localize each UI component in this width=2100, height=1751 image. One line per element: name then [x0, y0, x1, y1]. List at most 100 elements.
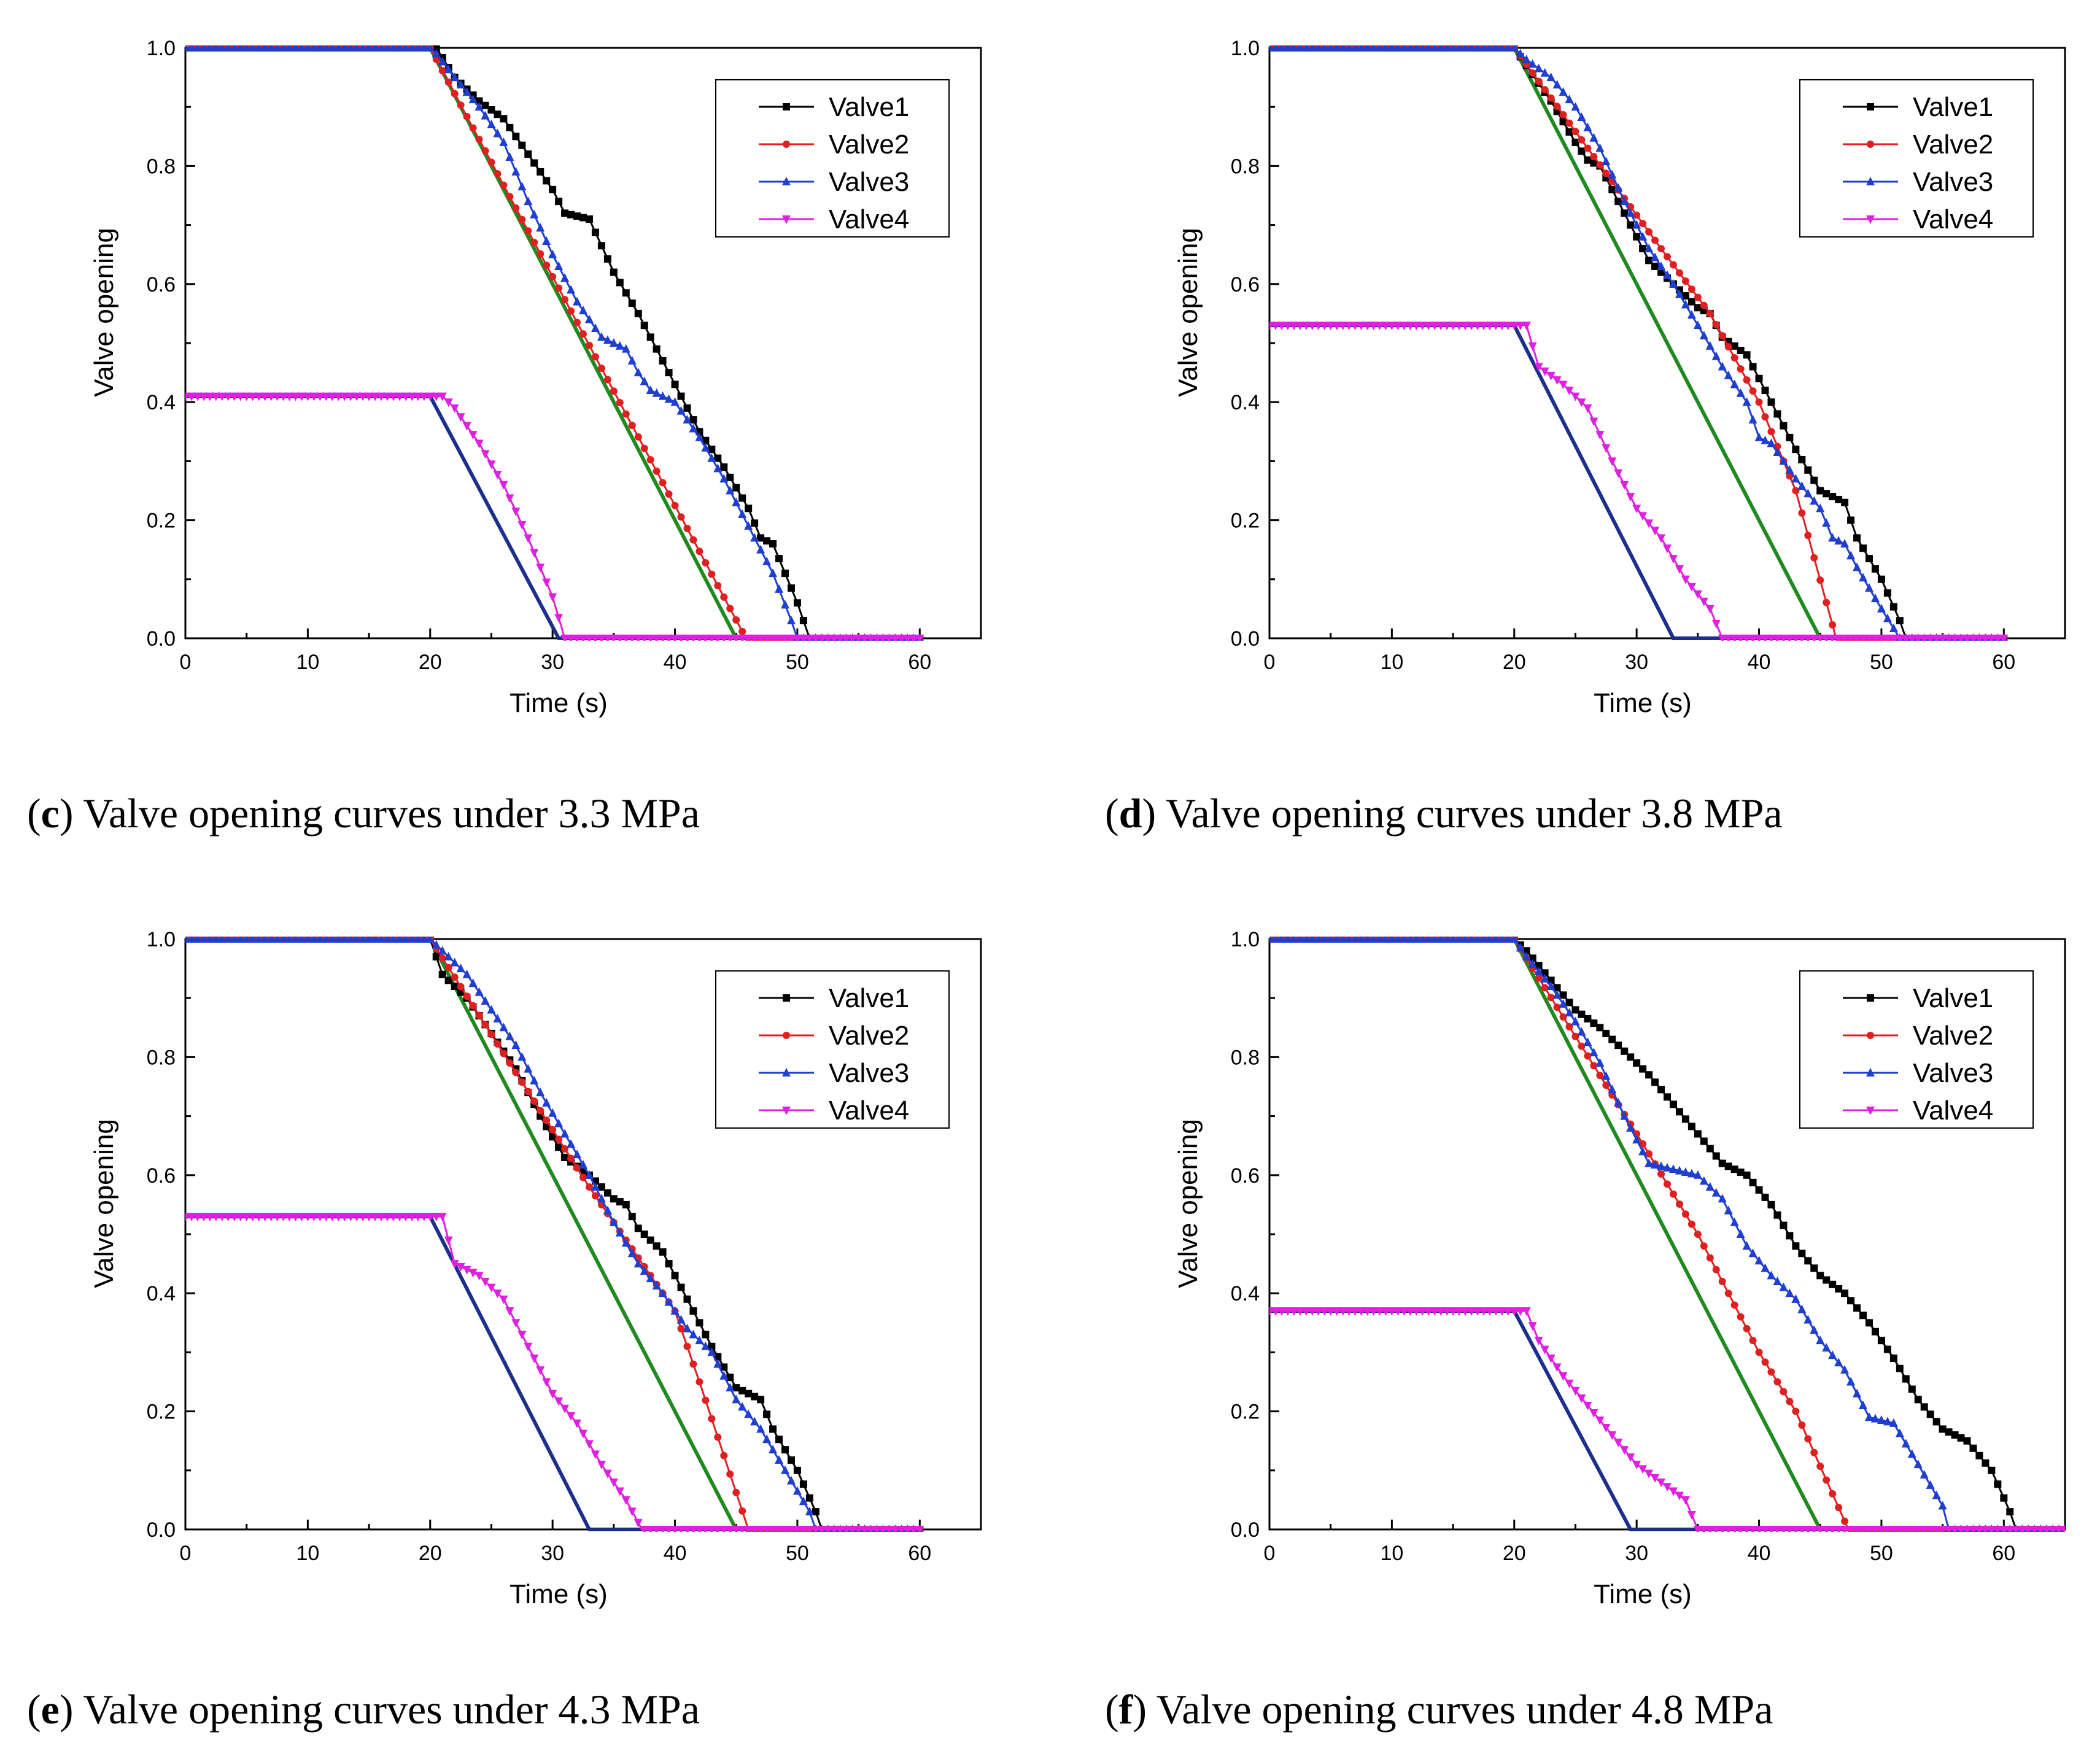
data-point-valve4: [236, 1213, 245, 1222]
data-point-valve1: [1687, 1123, 1695, 1131]
data-point-valve4: [835, 1526, 845, 1532]
data-point-valve2: [1712, 320, 1720, 328]
data-point-valve3: [1602, 1071, 1611, 1080]
data-point-valve4: [1816, 635, 1825, 641]
data-point-valve3: [1859, 1400, 1868, 1409]
data-point-valve4: [1295, 1307, 1304, 1316]
data-point-valve1: [720, 463, 728, 471]
data-point-valve3: [548, 249, 557, 258]
data-point-valve4: [548, 1390, 557, 1399]
data-point-valve3: [1559, 999, 1568, 1008]
data-point-valve2: [616, 398, 624, 406]
data-point-valve2: [1675, 269, 1683, 277]
data-point-valve4: [1938, 1526, 1947, 1532]
data-point-valve4: [633, 1518, 643, 1528]
data-point-valve4: [1870, 635, 1880, 641]
data-point-valve3: [597, 1194, 606, 1203]
data-point-valve1: [628, 300, 636, 307]
x-tick-label: 60: [1992, 651, 2015, 674]
data-point-valve1: [1602, 1029, 1610, 1037]
data-point-valve1: [506, 123, 514, 131]
data-point-valve3: [756, 544, 765, 554]
legend-label: Valve4: [829, 1096, 909, 1126]
data-point-valve4: [756, 1526, 765, 1532]
data-point-valve3: [322, 937, 331, 943]
data-point-valve4: [334, 1213, 343, 1222]
data-point-valve1: [1675, 1108, 1683, 1116]
data-point-valve3: [1571, 1016, 1580, 1026]
data-point-valve4: [487, 460, 496, 470]
data-point-valve4: [1754, 635, 1764, 641]
data-point-valve4: [713, 635, 723, 641]
data-point-valve1: [1633, 1059, 1641, 1067]
data-point-valve3: [732, 1394, 741, 1404]
data-point-valve4: [413, 392, 422, 401]
data-point-valve3: [738, 509, 747, 518]
data-point-valve3: [1754, 1256, 1764, 1265]
data-point-valve1: [1694, 304, 1702, 312]
legend-marker: [783, 141, 790, 148]
data-point-valve3: [493, 128, 502, 137]
data-point-valve3: [1522, 951, 1531, 961]
data-point-valve2: [1724, 1289, 1732, 1297]
data-point-valve3: [1412, 937, 1421, 943]
data-point-valve3: [1810, 496, 1819, 505]
data-point-valve4: [505, 1307, 514, 1316]
data-point-valve1: [1681, 1115, 1689, 1123]
data-point-valve4: [701, 1526, 710, 1532]
data-point-valve3: [1277, 45, 1286, 52]
data-point-valve3: [297, 45, 306, 52]
data-point-valve2: [567, 307, 575, 315]
chart-panel-e: 0 10 20 30 40 50 60 0.0 0.2 0.4 0.6 0.8 1.0 Time (s) V…: [27, 928, 982, 1733]
data-point-valve3: [187, 937, 196, 943]
data-point-valve4: [217, 1213, 227, 1222]
data-point-valve4: [1283, 322, 1292, 331]
data-point-valve2: [487, 1030, 495, 1038]
data-point-valve4: [493, 1289, 502, 1299]
data-point-valve3: [621, 1238, 630, 1247]
data-point-valve1: [616, 279, 624, 287]
data-point-valve2: [1664, 253, 1671, 261]
legend-label: Valve3: [1913, 1058, 1993, 1088]
data-point-valve3: [1705, 1182, 1714, 1191]
data-point-valve4: [242, 392, 251, 401]
data-point-valve3: [468, 95, 478, 104]
data-point-valve2: [585, 1183, 593, 1191]
data-point-valve3: [291, 937, 300, 943]
data-point-valve4: [915, 635, 924, 641]
data-point-valve4: [719, 635, 729, 641]
data-point-valve4: [450, 404, 459, 413]
data-point-valve2: [1780, 1388, 1788, 1396]
data-point-valve4: [266, 1213, 276, 1222]
data-point-valve1: [1829, 493, 1837, 501]
data-point-valve3: [1344, 937, 1354, 943]
data-point-valve4: [1969, 1526, 1978, 1532]
data-point-valve1: [677, 1283, 685, 1291]
data-point-valve3: [786, 616, 796, 625]
data-point-valve1: [1559, 118, 1567, 126]
data-point-valve4: [1497, 1307, 1506, 1316]
data-point-valve3: [1711, 1188, 1721, 1197]
data-point-valve4: [1485, 1307, 1494, 1316]
data-point-valve2: [463, 992, 471, 1000]
data-point-valve4: [1443, 322, 1452, 331]
data-point-valve4: [1870, 1526, 1880, 1532]
y-tick-label: 0.4: [147, 391, 176, 414]
data-point-valve3: [1546, 72, 1556, 82]
data-point-valve3: [328, 937, 337, 943]
data-point-valve4: [591, 1450, 600, 1459]
data-point-valve3: [211, 937, 220, 943]
data-point-valve3: [1651, 252, 1660, 261]
data-point-valve4: [1632, 504, 1641, 514]
data-point-valve3: [542, 236, 551, 245]
data-point-valve2: [579, 330, 587, 338]
data-point-valve4: [2005, 1526, 2015, 1532]
data-point-valve3: [499, 137, 508, 146]
data-point-valve3: [573, 296, 582, 306]
data-point-valve4: [1455, 322, 1464, 331]
data-point-valve3: [1436, 937, 1446, 943]
data-point-valve4: [823, 635, 832, 641]
data-point-valve4: [1497, 322, 1506, 331]
data-point-valve4: [567, 1412, 576, 1421]
data-point-valve4: [499, 481, 508, 490]
